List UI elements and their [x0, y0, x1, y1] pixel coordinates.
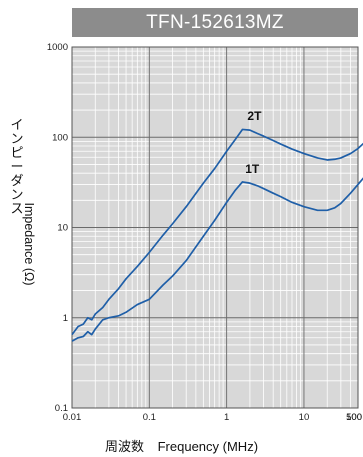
x-tick-label: 0.01 [63, 412, 82, 423]
x-tick-label: 1 [224, 412, 229, 423]
y-tick-label: 1 [63, 313, 68, 324]
series-label-2t: 2T [247, 109, 262, 123]
x-tick-label: 0.1 [143, 412, 156, 423]
plot-frame [71, 46, 359, 409]
y-axis-label-en: Impedance (Ω) [22, 202, 36, 286]
series-layer: 2T 1T [71, 109, 363, 342]
y-tick-label: 1000 [47, 42, 68, 53]
y-axis-label-jp-char: イ [10, 117, 24, 132]
y-axis-label-jp-char: ン [10, 131, 24, 146]
y-axis-label-jp: インピーダンス [9, 118, 25, 216]
x-axis-label: 周波数 Frequency (MHz) [0, 436, 363, 455]
y-axis-label-jp-char: ン [10, 187, 24, 202]
x-axis-label-en: Frequency (MHz) [157, 439, 259, 454]
x-tick-label: 10 [299, 412, 310, 423]
series-line-1t [71, 177, 363, 342]
y-axis-label-jp-char: ス [10, 201, 24, 216]
y-axis-label-jp-char: ー [10, 159, 24, 174]
y-axis-label-jp-char: ピ [10, 145, 24, 160]
y-tick-label: 0.1 [55, 403, 68, 414]
x-tick-label: 100 [346, 412, 362, 423]
series-line-2t [71, 128, 363, 336]
y-axis-label-jp-char: ダ [10, 173, 24, 188]
y-tick-label: 10 [57, 223, 68, 234]
chart-title: TFN-152613MZ [72, 8, 358, 37]
y-tick-label: 100 [52, 132, 68, 143]
x-tick-label: 500 [346, 412, 362, 423]
x-axis-label-jp: 周波数 [104, 439, 144, 454]
series-label-1t: 1T [245, 162, 260, 176]
